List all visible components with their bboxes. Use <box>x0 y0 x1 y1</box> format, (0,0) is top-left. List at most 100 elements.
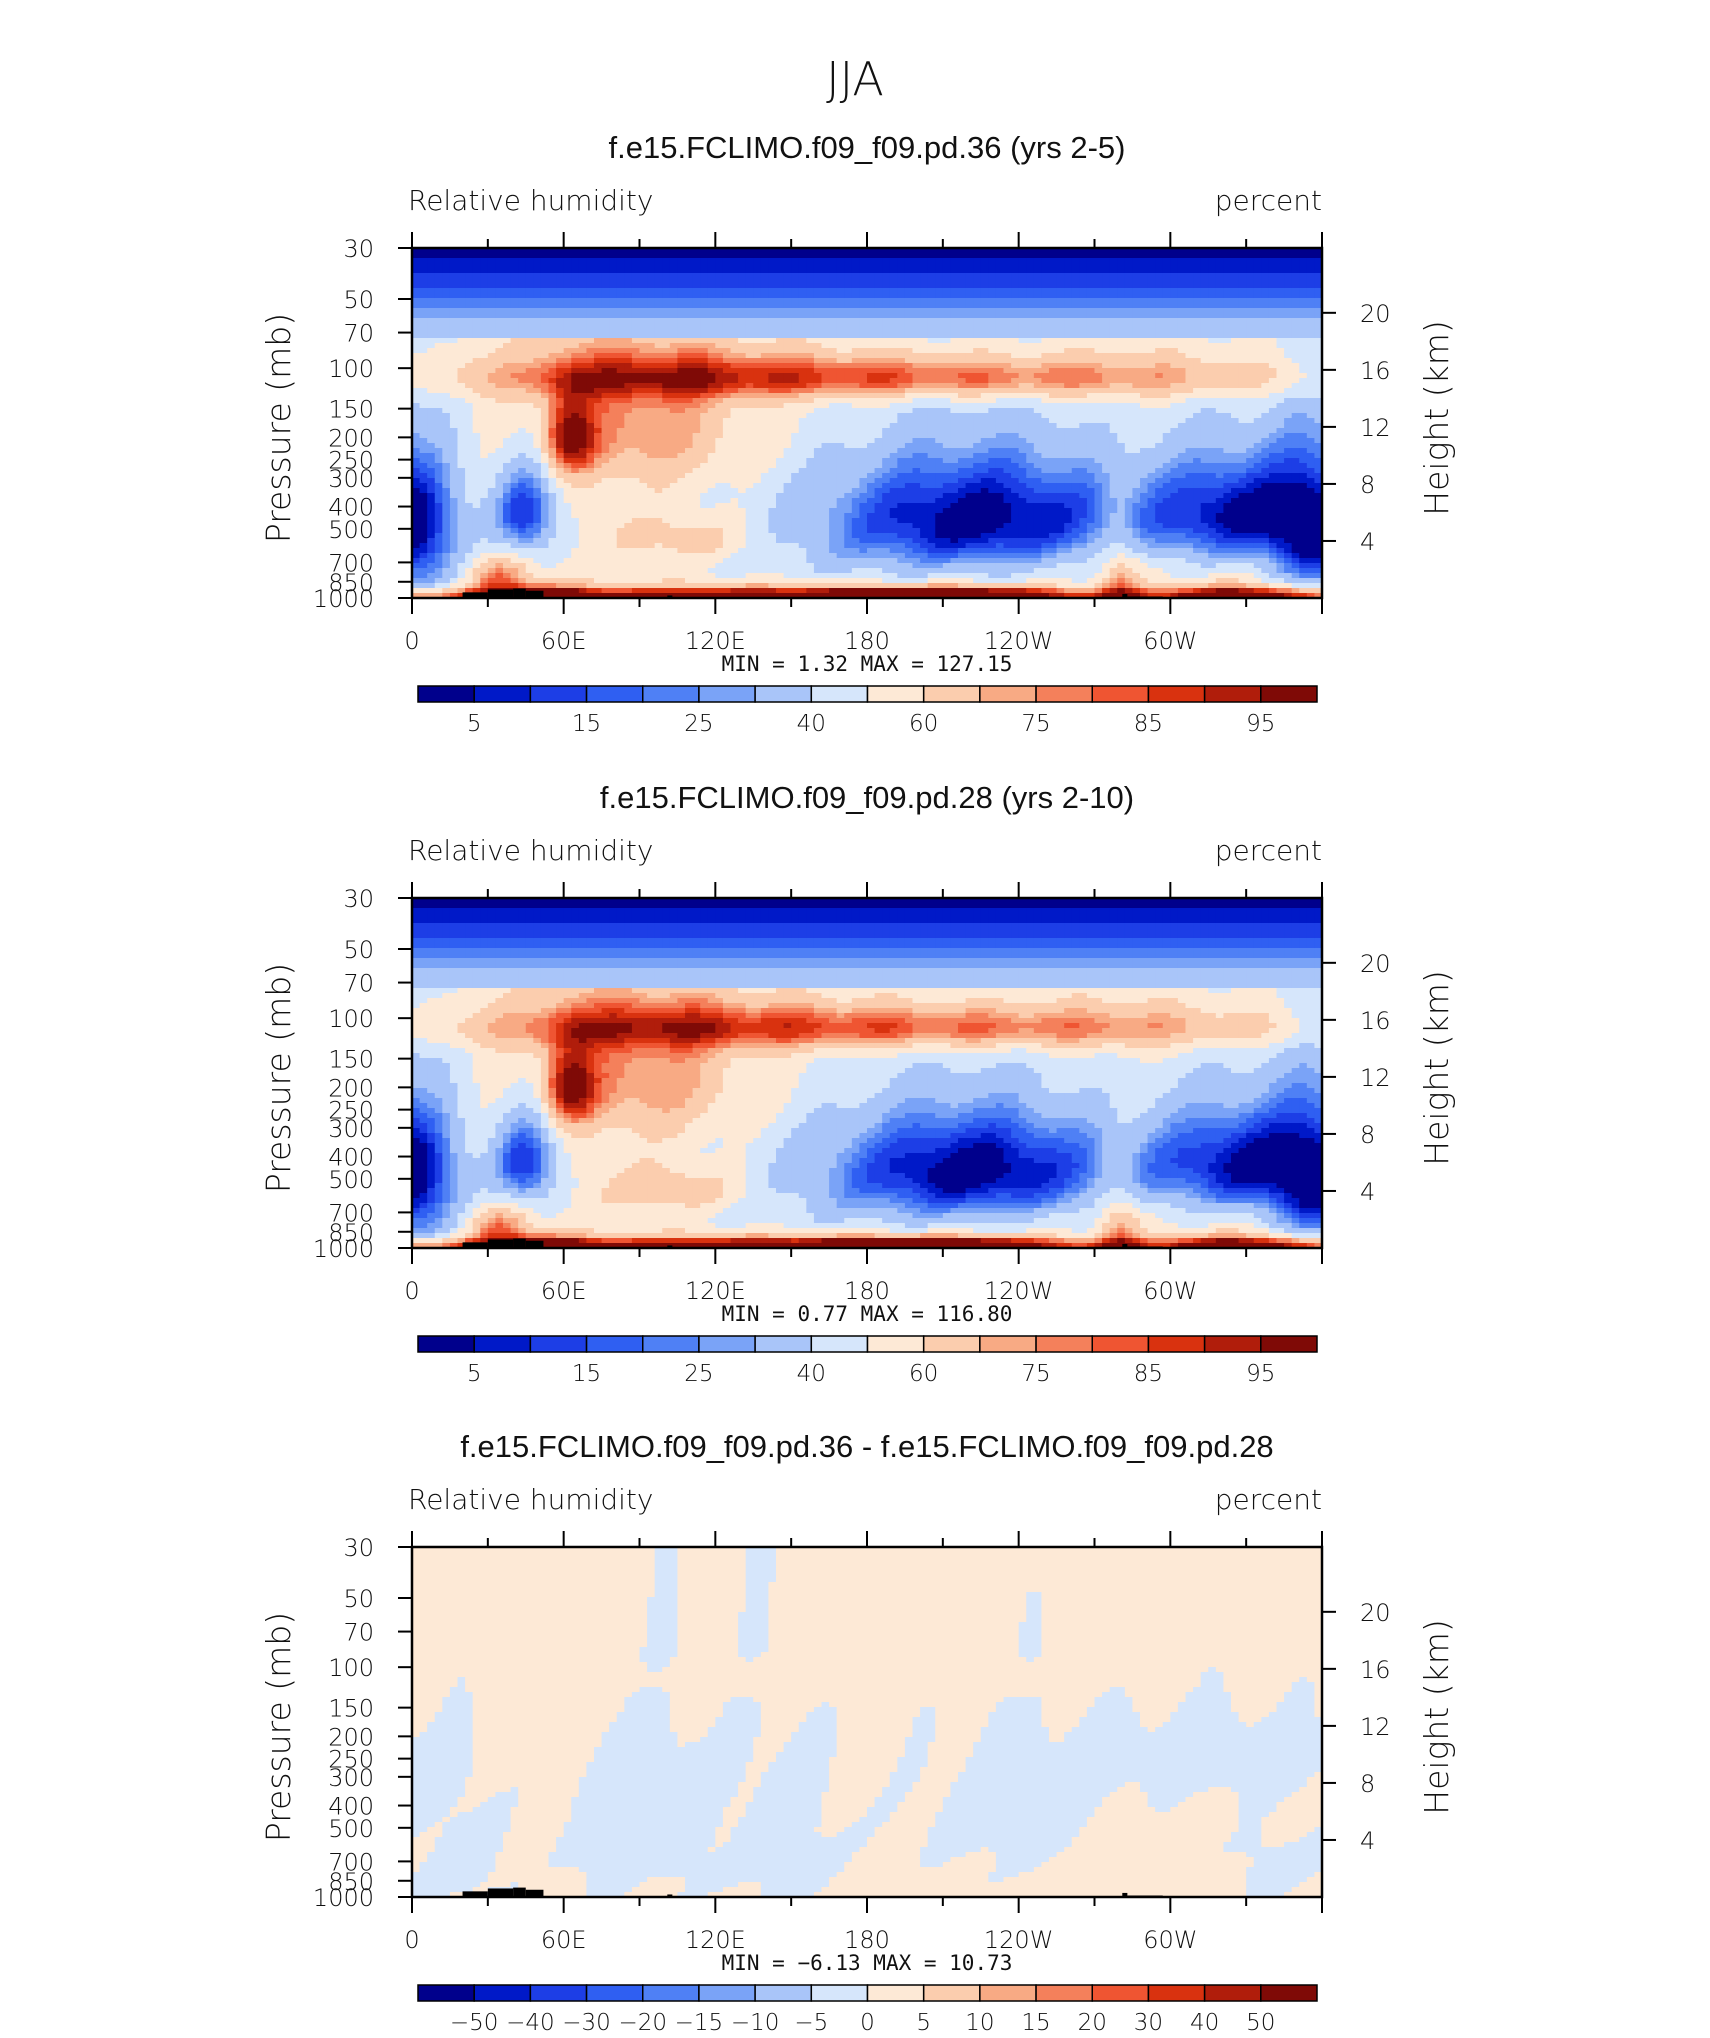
heatmap-cell <box>487 278 497 284</box>
heatmap-cell <box>912 263 921 269</box>
heatmap-cell <box>480 403 489 409</box>
heatmap-cell <box>556 373 565 379</box>
heatmap-cell <box>753 373 762 379</box>
heatmap-cell <box>844 343 853 349</box>
heatmap-cell <box>958 263 967 269</box>
heatmap-cell <box>935 248 944 254</box>
heatmap-cell <box>692 338 701 344</box>
heatmap-cell <box>942 303 952 309</box>
heatmap-cell <box>1041 378 1050 384</box>
heatmap-cell <box>1117 403 1126 409</box>
heatmap-cell <box>1124 278 1134 284</box>
heatmap-cell <box>495 383 504 389</box>
heatmap-cell <box>419 328 428 334</box>
heatmap-cell <box>1056 253 1065 259</box>
heatmap-cell <box>533 368 542 374</box>
heatmap-cell <box>806 288 815 294</box>
heatmap-cell <box>677 383 686 389</box>
heatmap-cell <box>1094 408 1103 414</box>
heatmap-cell <box>829 413 838 419</box>
heatmap-cell <box>882 393 891 399</box>
heatmap-cell <box>889 368 898 374</box>
heatmap-cell <box>1147 433 1156 439</box>
heatmap-cell <box>700 408 709 414</box>
heatmap-cell <box>760 358 770 364</box>
heatmap-cell <box>1003 393 1012 399</box>
heatmap-cell <box>654 258 663 264</box>
heatmap-cell <box>548 328 557 334</box>
heatmap-cell <box>616 418 625 424</box>
heatmap-cell <box>662 393 671 399</box>
heatmap-cell <box>1094 268 1103 274</box>
heatmap-cell <box>1003 418 1012 424</box>
heatmap-cell <box>836 343 845 349</box>
heatmap-cell <box>988 263 997 269</box>
heatmap-cell <box>442 393 451 399</box>
heatmap-cell <box>768 278 777 284</box>
heatmap-cell <box>1071 253 1080 259</box>
heatmap-cell <box>791 333 800 339</box>
heatmap-cell <box>806 443 815 449</box>
heatmap-cell <box>829 428 838 434</box>
heatmap-cell <box>624 313 633 319</box>
heatmap-cell <box>912 428 921 434</box>
heatmap-cell <box>571 293 580 299</box>
heatmap-cell <box>1086 363 1096 369</box>
heatmap-cell <box>1124 298 1134 304</box>
heatmap-cell <box>449 408 459 414</box>
heatmap-cell <box>798 378 807 384</box>
heatmap-cell <box>958 393 967 399</box>
heatmap-cell <box>548 393 557 399</box>
heatmap-cell <box>813 308 823 314</box>
heatmap-cell <box>958 413 967 419</box>
heatmap-cell <box>1162 248 1171 254</box>
heatmap-cell <box>419 413 428 419</box>
heatmap-cell <box>995 273 1005 279</box>
heatmap-cell <box>1185 383 1194 389</box>
heatmap-cell <box>1026 303 1035 309</box>
heatmap-cell <box>1041 358 1050 364</box>
heatmap-cell <box>510 383 519 389</box>
heatmap-cell <box>1177 333 1187 339</box>
heatmap-cell <box>965 348 974 354</box>
heatmap-cell <box>829 343 838 349</box>
heatmap-cell <box>1155 278 1164 284</box>
heatmap-cell <box>738 323 747 329</box>
heatmap-cell <box>442 258 451 264</box>
heatmap-cell <box>783 323 792 329</box>
heatmap-cell <box>616 353 625 359</box>
heatmap-cell <box>571 273 580 279</box>
heatmap-cell <box>1284 403 1293 409</box>
heatmap-cell <box>821 378 830 384</box>
heatmap-cell <box>1299 398 1308 404</box>
heatmap-cell <box>412 368 421 374</box>
heatmap-cell <box>442 333 451 339</box>
heatmap-cell <box>1208 313 1217 319</box>
heatmap-cell <box>624 418 633 424</box>
heatmap-cell <box>859 303 868 309</box>
heatmap-cell <box>753 348 762 354</box>
heatmap-cell <box>1306 408 1316 414</box>
heatmap-cell <box>518 338 527 344</box>
heatmap-cell <box>601 403 610 409</box>
heatmap-cell <box>1170 388 1179 394</box>
heatmap-cell <box>685 343 694 349</box>
heatmap-cell <box>586 263 595 269</box>
heatmap-cell <box>1132 263 1141 269</box>
heatmap-cell <box>1284 323 1293 329</box>
heatmap-cell <box>548 333 557 339</box>
heatmap-cell <box>1003 443 1012 449</box>
heatmap-cell <box>836 328 845 334</box>
heatmap-cell <box>1215 408 1225 414</box>
heatmap-cell <box>760 283 770 289</box>
heatmap-cell <box>1238 283 1247 289</box>
heatmap-cell <box>586 363 595 369</box>
heatmap-cell <box>1079 418 1088 424</box>
heatmap-cell <box>836 318 845 324</box>
heatmap-cell <box>965 433 974 439</box>
heatmap-cell <box>1193 433 1202 439</box>
heatmap-cell <box>1314 258 1323 264</box>
heatmap-cell <box>1109 433 1118 439</box>
heatmap-cell <box>442 308 451 314</box>
heatmap-cell <box>844 373 853 379</box>
